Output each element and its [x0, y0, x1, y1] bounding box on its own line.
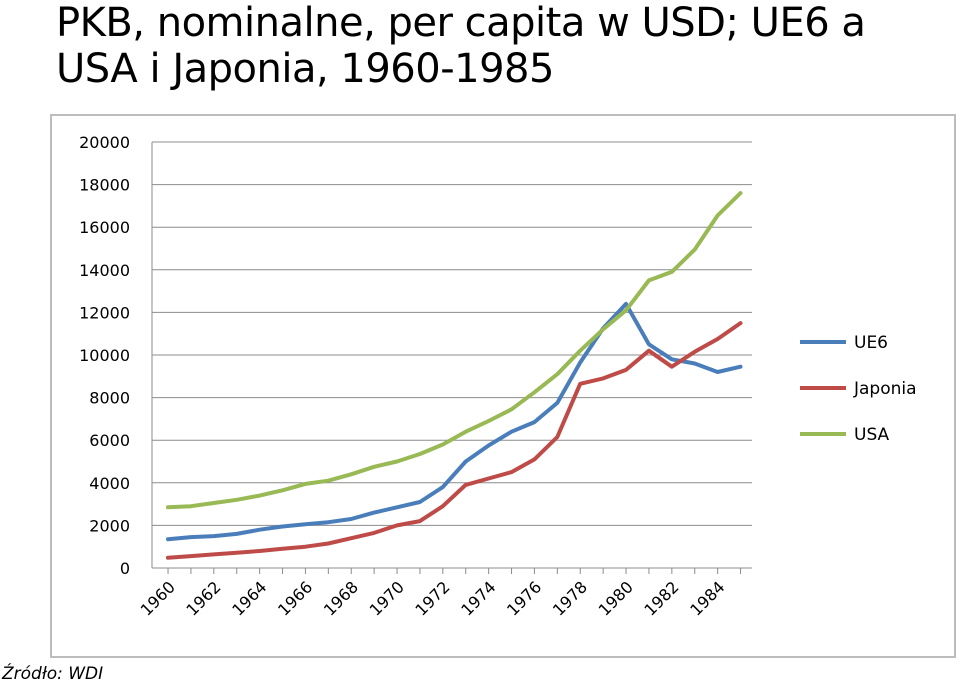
x-tick-label: 1968 — [320, 577, 362, 619]
x-tick-label: 1984 — [686, 577, 728, 619]
y-tick-label: 10000 — [79, 346, 130, 365]
x-tick-label: 1974 — [457, 577, 499, 619]
y-tick-label: 18000 — [79, 176, 130, 195]
x-tick-label: 1964 — [228, 577, 270, 619]
x-tick-label: 1970 — [366, 577, 408, 619]
x-tick-label: 1982 — [640, 577, 682, 619]
y-tick-label: 12000 — [79, 303, 130, 322]
legend: UE6 Japonia USA — [800, 333, 917, 445]
x-tick-label: 1978 — [549, 577, 591, 619]
source-note: Źródło: WDI — [2, 664, 104, 684]
x-tick-label: 1976 — [503, 577, 545, 619]
slide-title: PKB, nominalne, per capita w USD; UE6 a … — [56, 0, 866, 92]
gridlines — [152, 141, 752, 526]
legend-label-usa: USA — [854, 425, 890, 445]
y-tick-label: 0 — [120, 559, 130, 578]
legend-label-japonia: Japonia — [853, 379, 917, 399]
y-tick-label: 6000 — [89, 431, 130, 450]
series-line-usa — [166, 191, 743, 510]
chart-frame: 0 2000 4000 6000 8000 10000 12000 14000 16000 180… — [50, 114, 956, 658]
series-line-japonia — [166, 321, 743, 560]
y-tick-label: 14000 — [79, 261, 130, 280]
y-tick-label: 16000 — [79, 218, 130, 237]
y-tick-label: 20000 — [79, 133, 130, 152]
series-lines — [166, 191, 743, 560]
y-axis-ticks: 0 2000 4000 6000 8000 10000 12000 14000 16000 180… — [79, 133, 130, 578]
x-tick-label: 1962 — [182, 577, 224, 619]
series-line-ue6 — [166, 301, 743, 542]
y-tick-label: 8000 — [89, 389, 130, 408]
y-tick-label: 2000 — [89, 516, 130, 535]
x-tick-label: 1980 — [595, 577, 637, 619]
x-tick-label: 1966 — [274, 577, 316, 619]
legend-label-ue6: UE6 — [854, 333, 888, 353]
x-tick-label: 1972 — [411, 577, 453, 619]
line-chart: 0 2000 4000 6000 8000 10000 12000 14000 16000 180… — [79, 133, 917, 620]
y-tick-label: 4000 — [89, 474, 130, 493]
x-tick-label: 1960 — [137, 577, 179, 619]
x-axis: 1960 1962 1964 1966 1968 1970 1972 1974 1976 1978… — [137, 142, 752, 620]
